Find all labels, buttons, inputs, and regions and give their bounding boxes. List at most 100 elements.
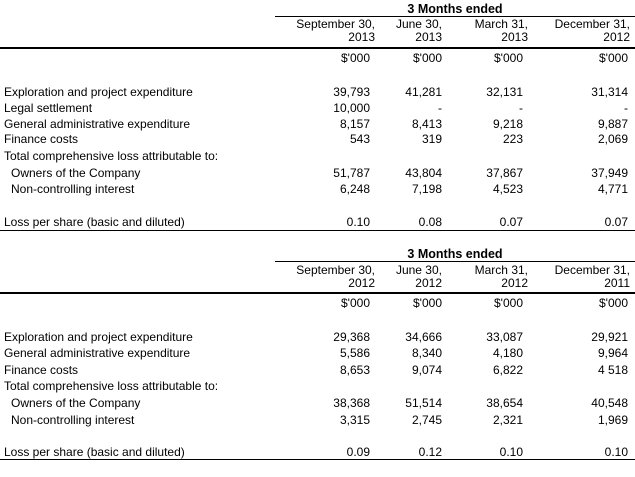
column-header-dec-2011: December 31, 2011 [554, 263, 630, 290]
cell-value: 51,787 [333, 166, 370, 180]
cell-value: 0.12 [418, 445, 442, 459]
cell-value: 37,867 [486, 166, 523, 180]
table-row: Exploration and project expenditure 39,7… [0, 85, 635, 99]
table-row: Finance costs 543 319 223 2,069 [0, 132, 635, 146]
column-header-mar-2013: March 31, 2013 [474, 17, 528, 44]
cell-value: 0.10 [604, 445, 628, 459]
cell-value: 9,887 [597, 117, 628, 131]
cell-value: 40,548 [591, 396, 628, 410]
header-rule [0, 47, 635, 49]
cell-value: 2,745 [411, 413, 442, 427]
cell-value: 9,074 [411, 363, 442, 377]
cell-value: 7,198 [411, 182, 442, 196]
row-label: Finance costs [4, 132, 79, 146]
column-header-jun-2013: June 30, 2013 [395, 17, 442, 44]
cell-value: 0.10 [346, 215, 370, 229]
cell-value: 33,087 [486, 330, 523, 344]
table-row: General administrative expenditure 8,157… [0, 117, 635, 131]
period-title: 3 Months ended [407, 247, 503, 261]
cell-value: 5,586 [339, 346, 370, 360]
cell-value: 8,413 [411, 117, 442, 131]
row-label: Exploration and project expenditure [4, 85, 193, 99]
cell-value: 543 [349, 132, 370, 146]
table-row: Owners of the Company 38,368 51,514 38,6… [0, 396, 635, 410]
table-row: Total comprehensive loss attributable to… [0, 149, 635, 163]
cell-value: 41,281 [405, 85, 442, 99]
table-row: Finance costs 8,653 9,074 6,822 4 518 [0, 363, 635, 377]
table-row: Exploration and project expenditure 29,3… [0, 330, 635, 344]
period-title: 3 Months ended [407, 2, 503, 16]
cell-value: 29,921 [591, 330, 628, 344]
cell-value: 0.09 [346, 445, 370, 459]
cell-value: 32,131 [486, 85, 523, 99]
row-label: Non-controlling interest [11, 182, 135, 196]
table-row: Total comprehensive loss attributable to… [0, 379, 635, 393]
cell-value: 4,180 [492, 346, 523, 360]
column-header-sep-2013: September 30, 2013 [296, 17, 375, 44]
row-label: Total comprehensive loss attributable to… [4, 149, 219, 163]
cell-value: 1,969 [597, 413, 628, 427]
cell-value: 34,666 [405, 330, 442, 344]
row-label: Loss per share (basic and diluted) [4, 215, 185, 229]
cell-value: 319 [421, 132, 442, 146]
cell-value: 6,248 [339, 182, 370, 196]
cell-value: 8,340 [411, 346, 442, 360]
row-label: Loss per share (basic and diluted) [4, 445, 185, 459]
cell-value: - [519, 101, 523, 115]
cell-value: 2,069 [597, 132, 628, 146]
table-bottom-rule [0, 459, 635, 460]
unit-label: $'000 [599, 51, 628, 65]
cell-value: 2,321 [492, 413, 523, 427]
unit-label: $'000 [599, 296, 628, 310]
row-label: Total comprehensive loss attributable to… [4, 379, 219, 393]
cell-value: - [438, 101, 442, 115]
unit-label: $'000 [341, 296, 370, 310]
period-rule [275, 261, 635, 262]
row-label: Exploration and project expenditure [4, 330, 193, 344]
cell-value: 223 [502, 132, 523, 146]
cell-value: 39,793 [333, 85, 370, 99]
unit-label: $'000 [341, 51, 370, 65]
column-header-dec-2012: December 31, 2012 [554, 17, 630, 44]
column-header-sep-2012: September 30, 2012 [296, 263, 375, 290]
cell-value: 4,523 [492, 182, 523, 196]
table-row: Non-controlling interest 6,248 7,198 4,5… [0, 182, 635, 196]
period-rule [275, 16, 635, 17]
row-label: Owners of the Company [11, 396, 141, 410]
table-row: Owners of the Company 51,787 43,804 37,8… [0, 166, 635, 180]
column-header-mar-2012: March 31, 2012 [474, 263, 528, 290]
unit-label: $'000 [494, 296, 523, 310]
cell-value: 6,822 [492, 363, 523, 377]
table-row: General administrative expenditure 5,586… [0, 346, 635, 360]
unit-label: $'000 [494, 51, 523, 65]
cell-value: 4,771 [597, 182, 628, 196]
cell-value: 8,653 [339, 363, 370, 377]
cell-value: 9,218 [492, 117, 523, 131]
cell-value: 37,949 [591, 166, 628, 180]
table-row: Loss per share (basic and diluted) 0.09 … [0, 445, 635, 459]
cell-value: 10,000 [333, 101, 370, 115]
cell-value: 4 518 [597, 363, 628, 377]
row-label: General administrative expenditure [4, 117, 191, 131]
row-label: Owners of the Company [11, 166, 141, 180]
row-label: Finance costs [4, 363, 79, 377]
cell-value: 0.07 [604, 215, 628, 229]
cell-value: 43,804 [405, 166, 442, 180]
cell-value: 38,654 [486, 396, 523, 410]
cell-value: 31,314 [591, 85, 628, 99]
cell-value: 29,368 [333, 330, 370, 344]
cell-value: 8,157 [339, 117, 370, 131]
cell-value: 3,315 [339, 413, 370, 427]
unit-label: $'000 [413, 51, 442, 65]
row-label: Non-controlling interest [11, 413, 135, 427]
cell-value: 9,964 [597, 346, 628, 360]
column-header-jun-2012: June 30, 2012 [395, 263, 442, 290]
row-label: General administrative expenditure [4, 346, 191, 360]
table-row: Non-controlling interest 3,315 2,745 2,3… [0, 413, 635, 427]
cell-value: 0.08 [418, 215, 442, 229]
unit-label: $'000 [413, 296, 442, 310]
table-row: Loss per share (basic and diluted) 0.10 … [0, 215, 635, 229]
cell-value: 0.10 [499, 445, 523, 459]
row-label: Legal settlement [4, 101, 93, 115]
cell-value: 51,514 [405, 396, 442, 410]
